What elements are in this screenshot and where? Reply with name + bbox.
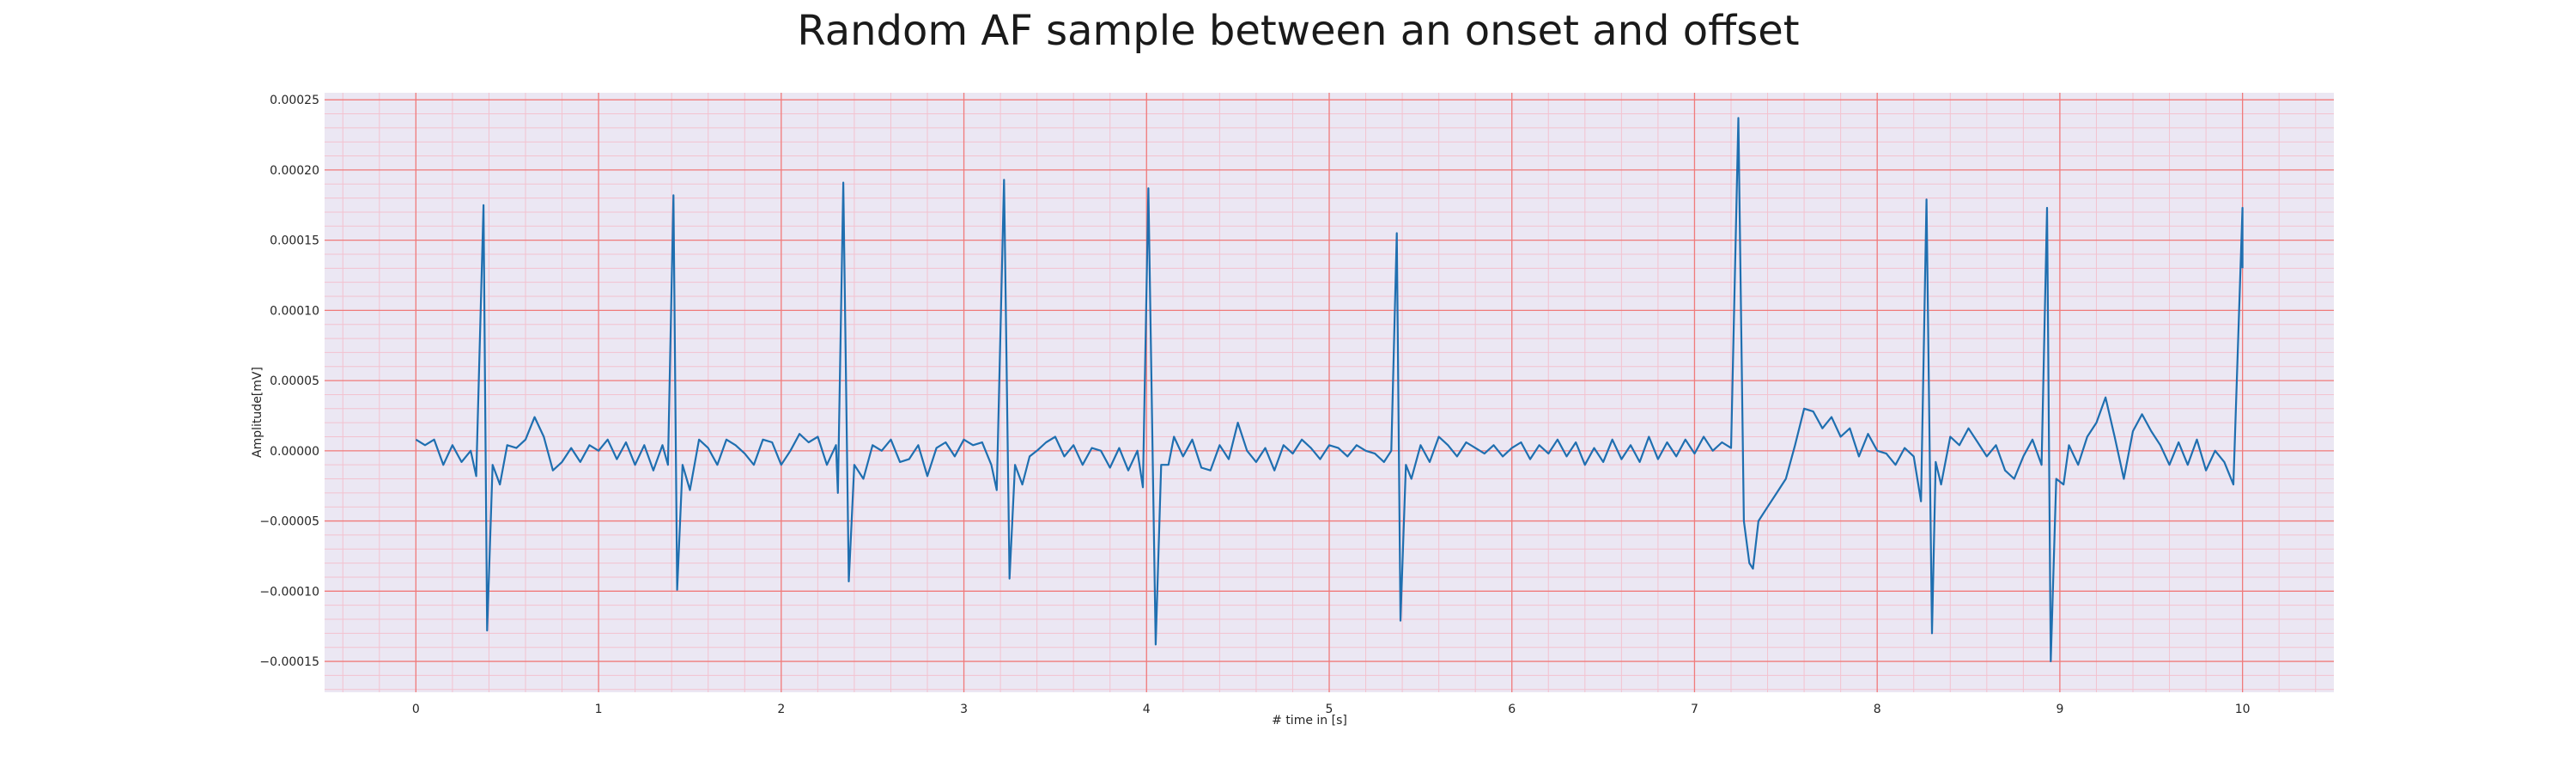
- x-tick-label: 10: [2235, 703, 2251, 716]
- x-tick-label: 3: [960, 703, 968, 716]
- x-tick-label: 5: [1326, 703, 1334, 716]
- x-tick-label: 2: [777, 703, 785, 716]
- x-tick-label: 0: [412, 703, 420, 716]
- x-tick-label: 6: [1508, 703, 1516, 716]
- x-tick-label: 8: [1874, 703, 1881, 716]
- x-tick-label: 7: [1691, 703, 1698, 716]
- x-tick-label: 4: [1143, 703, 1151, 716]
- chart-title: Random AF sample between an onset and of…: [797, 7, 1799, 55]
- x-axis-label: # time in [s]: [1272, 714, 1347, 727]
- y-tick-label: 0.00020: [270, 164, 319, 178]
- y-tick-label: 0.00015: [270, 234, 319, 248]
- y-tick-label: −0.00010: [259, 585, 319, 599]
- y-tick-label: 0.00025: [270, 94, 319, 107]
- y-axis-label: Amplitude[mV]: [251, 367, 264, 458]
- y-tick-label: 0.00010: [270, 304, 319, 318]
- x-tick-label: 1: [595, 703, 603, 716]
- x-tick-label: 9: [2056, 703, 2063, 716]
- y-tick-label: 0.00005: [270, 374, 319, 388]
- x-axis-ticks: 0 1 2 3 4 5 6 7 8 9 10: [412, 703, 2251, 716]
- y-tick-label: −0.00015: [259, 655, 319, 669]
- y-tick-label: −0.00005: [259, 515, 319, 529]
- ecg-signal-line: [415, 117, 2244, 663]
- y-tick-label: 0.00000: [270, 445, 319, 459]
- y-axis-ticks: −0.00015 −0.00010 −0.00005 0.00000 0.00005 0.…: [259, 94, 319, 669]
